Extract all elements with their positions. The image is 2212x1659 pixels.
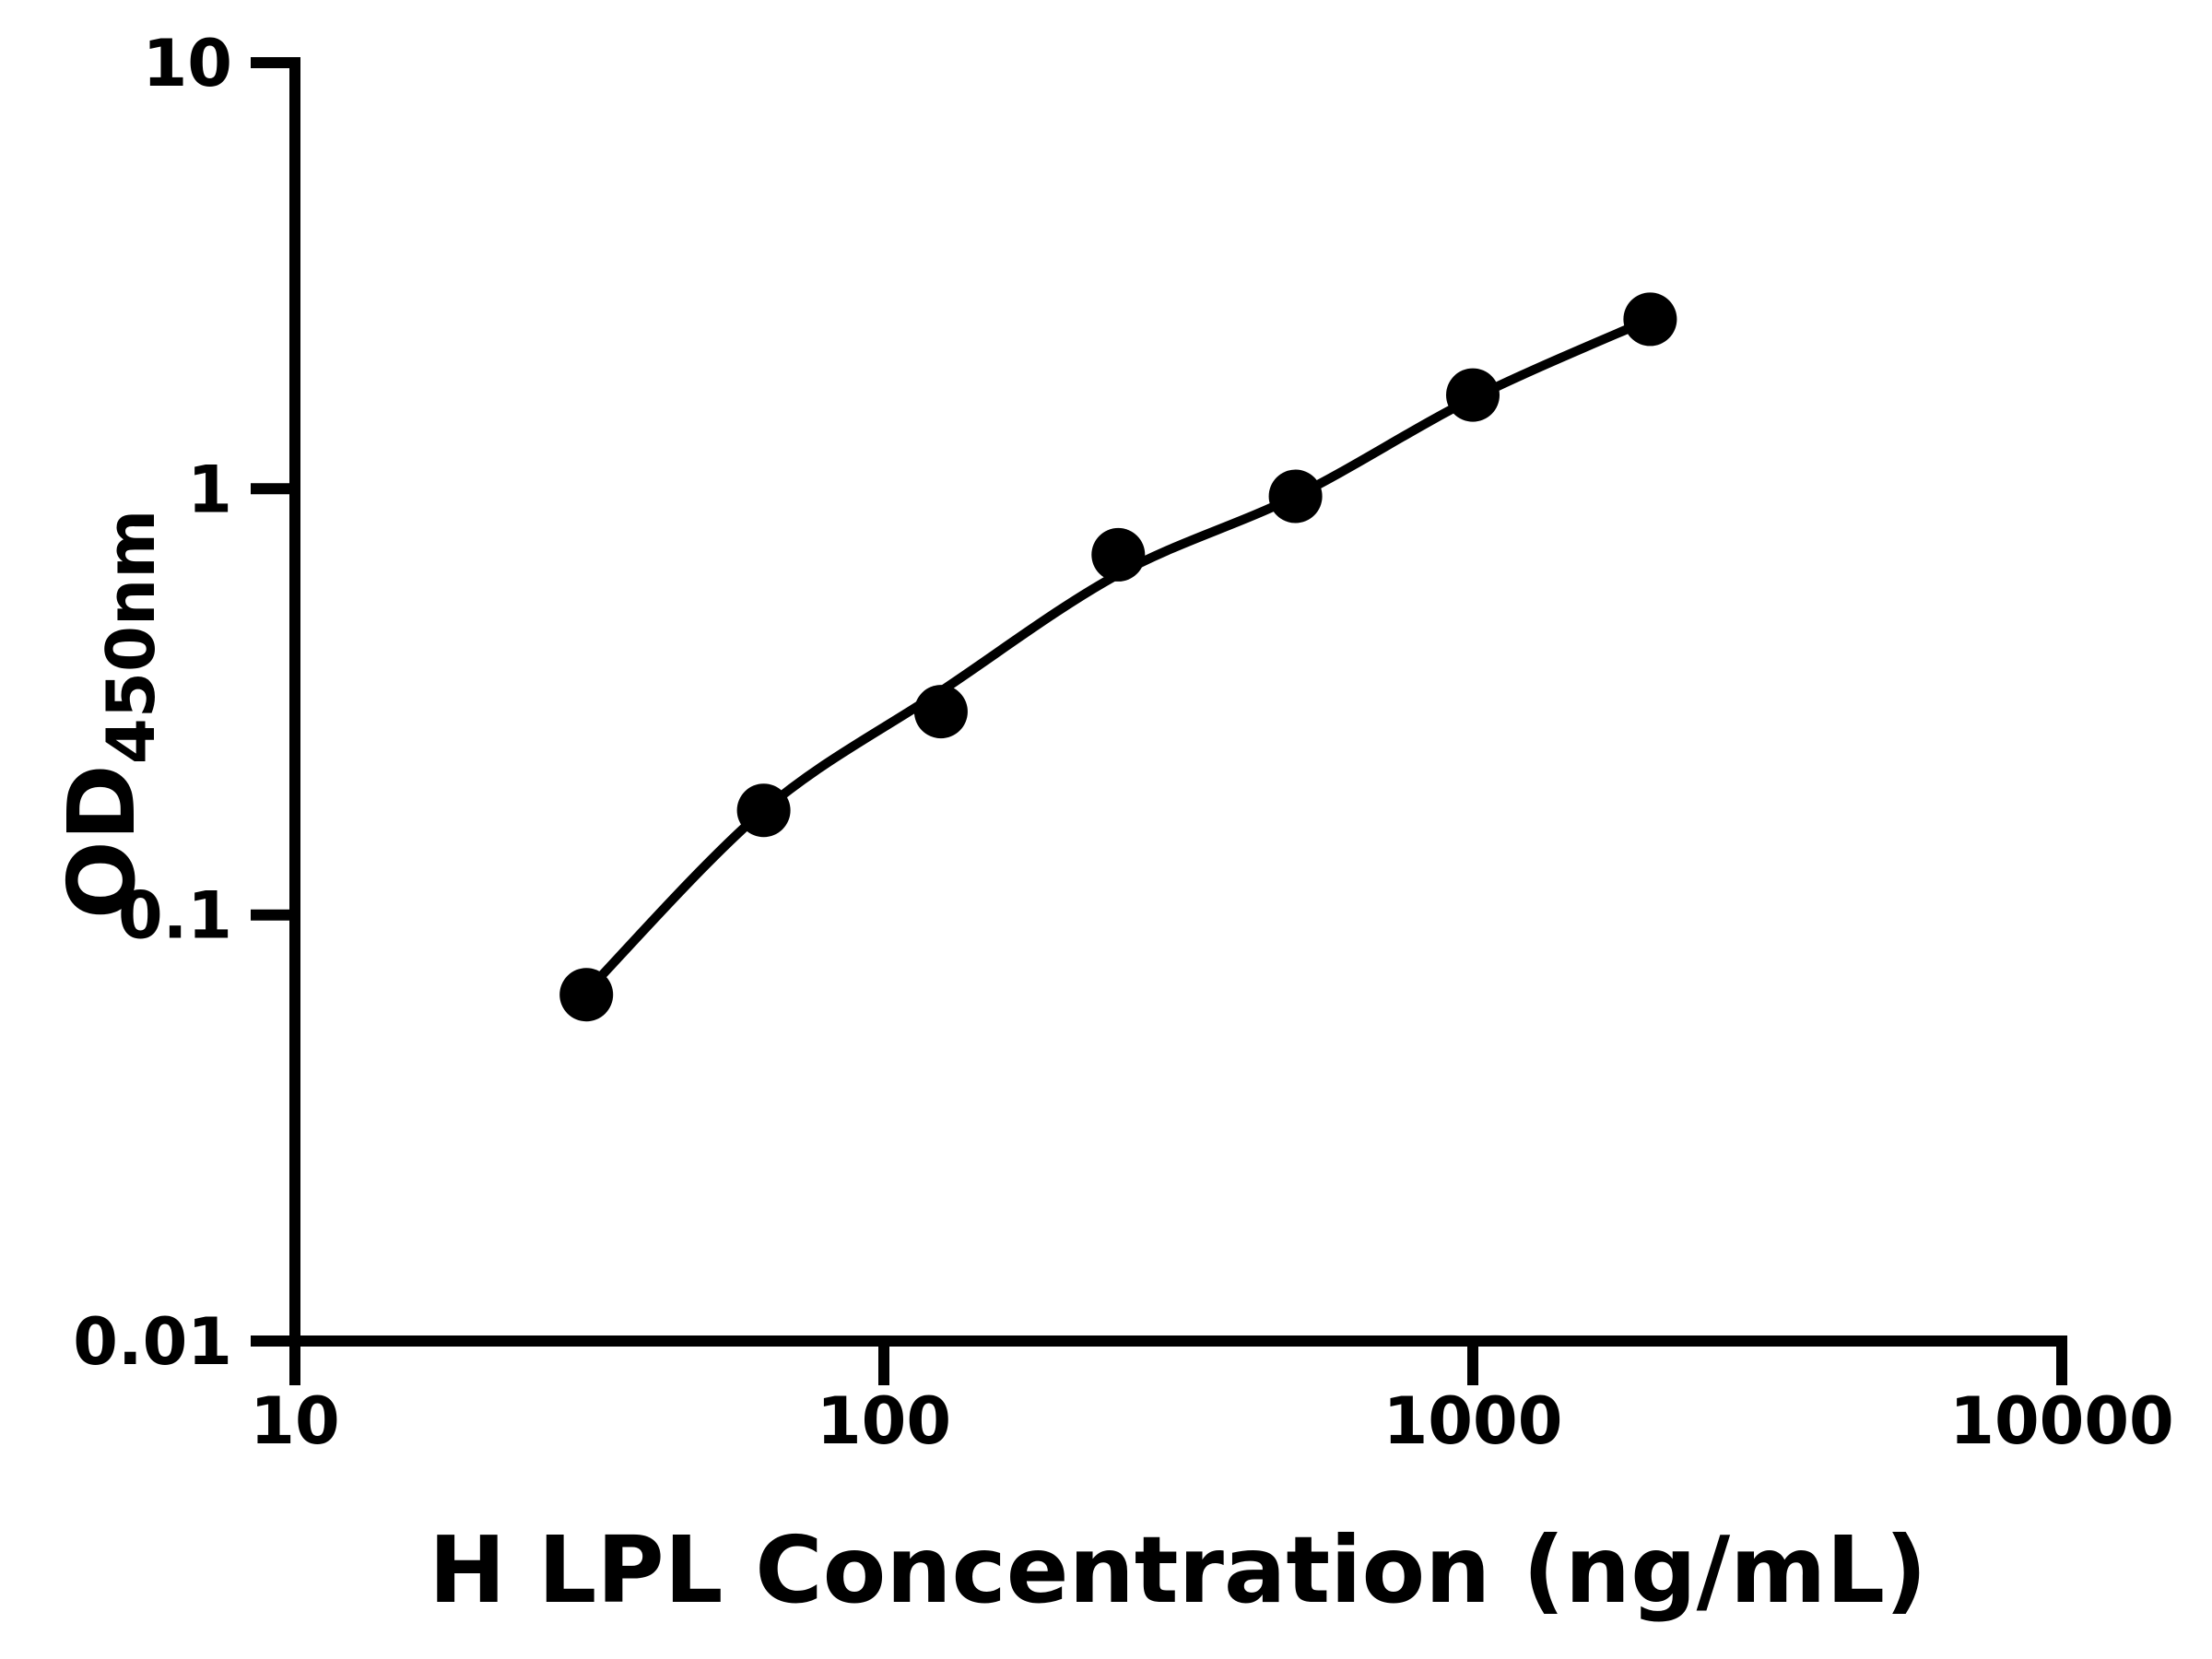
x-tick-label: 10000 [1949, 1383, 2174, 1459]
data-point-marker [736, 783, 791, 838]
data-points [559, 292, 1677, 1022]
data-point-marker [1268, 469, 1323, 524]
data-point-marker [1091, 527, 1146, 582]
data-point-marker [559, 968, 614, 1022]
axis-ticks [251, 57, 2067, 1385]
y-tick-label: 10 [143, 26, 232, 101]
data-point-marker [1623, 292, 1677, 347]
x-tick-label: 1000 [1383, 1383, 1563, 1459]
y-tick-label: 0.01 [73, 1304, 232, 1380]
axis-tick-labels: 10 100 1000 10000 0.01 0.1 1 10 [73, 26, 2173, 1459]
axes [289, 57, 2067, 1347]
y-tick-label: 1 [187, 452, 232, 527]
y-axis-title: OD450nm [48, 510, 170, 920]
x-axis-title: H LPL Concentration (ng/mL) [429, 1516, 1927, 1624]
x-tick-label: 10 [250, 1383, 339, 1459]
y-tick-label: 0.1 [118, 878, 232, 954]
fit-curve-line [582, 314, 1653, 995]
data-point-marker [913, 685, 968, 739]
y-axis-title-subscript: 450nm [92, 510, 170, 765]
fitted-curve [582, 314, 1653, 995]
x-tick-label: 100 [817, 1383, 951, 1459]
data-point-marker [1446, 368, 1500, 422]
y-axis-title-base: OD [48, 764, 156, 919]
